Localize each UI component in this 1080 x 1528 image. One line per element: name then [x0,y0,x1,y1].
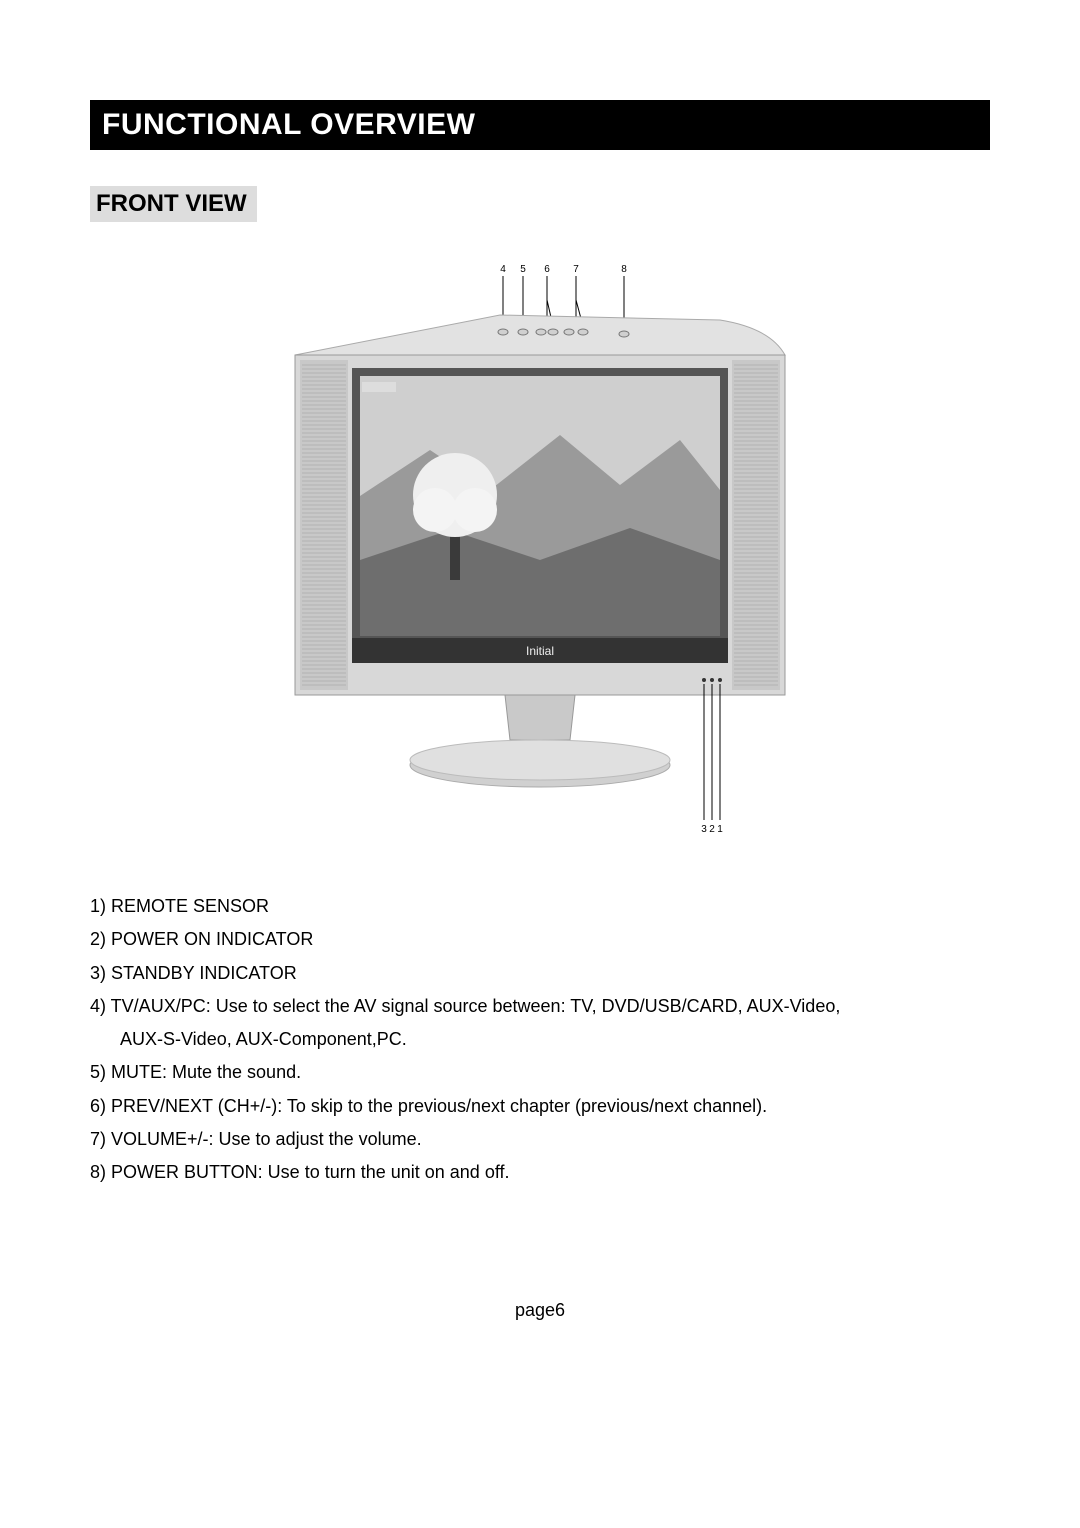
front-view-legend-list: 1) REMOTE SENSOR2) POWER ON INDICATOR3) … [90,890,990,1190]
tv-brand-label: Initial [526,644,554,658]
section-subheading: FRONT VIEW [90,186,257,222]
page-number: page6 [90,1300,990,1321]
legend-item: 8) POWER BUTTON: Use to turn the unit on… [90,1156,990,1189]
svg-text:7: 7 [573,264,579,275]
svg-text:1: 1 [717,824,723,835]
legend-item: AUX-S-Video, AUX-Component,PC. [90,1023,990,1056]
legend-item: 1) REMOTE SENSOR [90,890,990,923]
svg-text:3: 3 [701,824,707,835]
legend-item: 6) PREV/NEXT (CH+/-): To skip to the pre… [90,1090,990,1123]
legend-item: 4) TV/AUX/PC: Use to select the AV signa… [90,990,990,1023]
legend-item: 2) POWER ON INDICATOR [90,923,990,956]
legend-item: 3) STANDBY INDICATOR [90,957,990,990]
page-title-bar: FUNCTIONAL OVERVIEW [90,100,990,150]
svg-text:6: 6 [544,264,550,275]
legend-item: 5) MUTE: Mute the sound. [90,1056,990,1089]
front-view-diagram: 4 5 6 7 8 [90,260,990,860]
svg-text:2: 2 [709,824,715,835]
svg-text:4: 4 [500,264,506,275]
document-page: FUNCTIONAL OVERVIEW FRONT VIEW 4 5 6 7 8 [0,0,1080,1381]
svg-text:5: 5 [520,264,526,275]
legend-item: 7) VOLUME+/-: Use to adjust the volume. [90,1123,990,1156]
svg-text:8: 8 [621,264,627,275]
tv-front-view-svg: 4 5 6 7 8 [250,260,830,860]
